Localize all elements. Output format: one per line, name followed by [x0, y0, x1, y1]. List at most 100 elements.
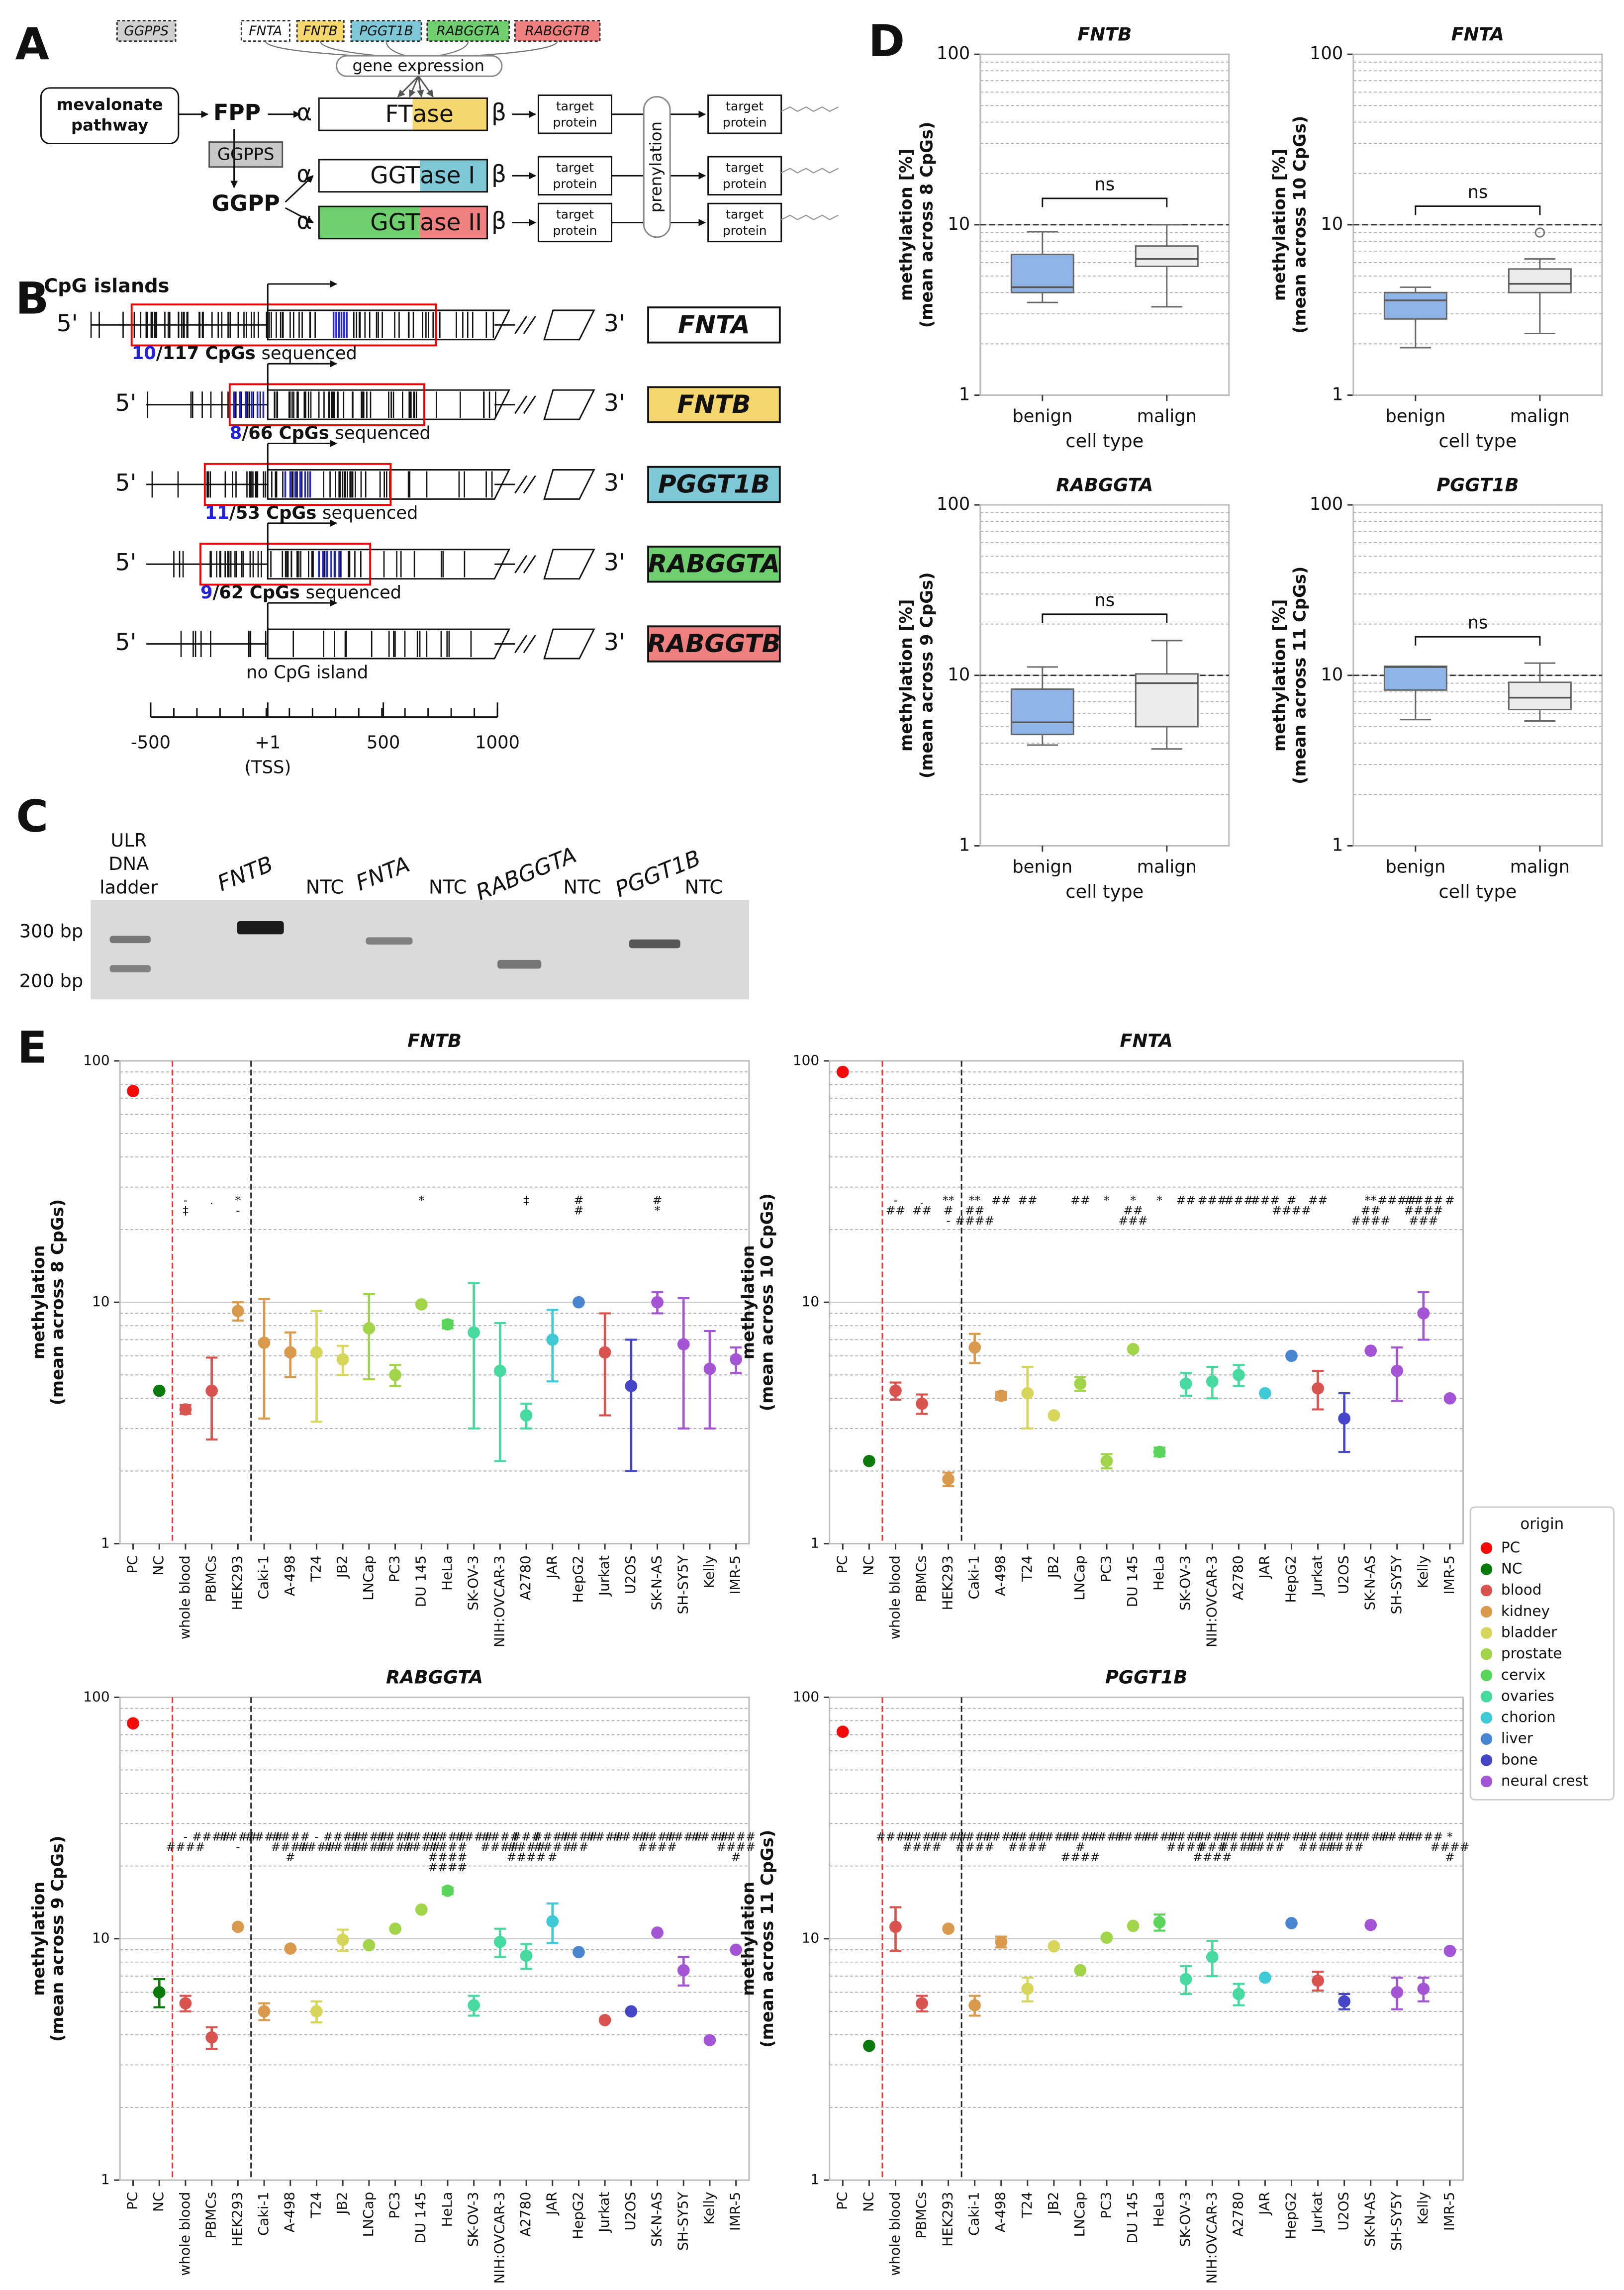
significance-label: ####: [245, 1829, 284, 1843]
significance-label: ####: [1008, 1840, 1047, 1854]
prenyl-chain: [781, 106, 839, 112]
x-tick-label: PC3: [1098, 1555, 1114, 1582]
significance-label: ####: [428, 1850, 468, 1864]
x-tick-label: NC: [860, 1555, 876, 1575]
point: [389, 1922, 401, 1935]
five-prime: 5': [115, 549, 137, 576]
target-label: protein: [553, 115, 597, 129]
break: [523, 315, 536, 334]
significance-label: *: [1447, 1829, 1453, 1843]
point: [179, 1403, 192, 1416]
significance-label: ##: [569, 1840, 588, 1854]
enzyme-label: ase II: [420, 209, 482, 236]
gene-label: FNTB: [677, 390, 751, 419]
significance-label: ####: [376, 1829, 415, 1843]
legend-label: bladder: [1501, 1623, 1557, 1640]
point: [1233, 1368, 1245, 1381]
mevalonate-box: [40, 87, 180, 145]
significance-bracket: [1042, 197, 1168, 207]
sequenced-total: /66 CpGs: [242, 423, 329, 443]
significance-label: ####: [955, 1840, 994, 1854]
y-tick-label: 1: [101, 2171, 110, 2188]
point: [942, 1473, 955, 1486]
x-tick-label: JAR: [1256, 1555, 1272, 1579]
point: [546, 1915, 559, 1928]
significance-label: ####: [480, 1840, 520, 1854]
gene-expression-label: gene expression: [352, 56, 484, 75]
significance-label: -: [236, 1203, 240, 1217]
gene-box: [296, 20, 345, 42]
panel-letter: C: [16, 791, 48, 842]
significance-bracket: [1042, 613, 1168, 623]
significance-label: ####: [664, 1829, 703, 1843]
significance-label: ####: [1166, 1829, 1206, 1843]
x-axis-label: cell type: [1438, 430, 1517, 452]
significance-label: ##: [1176, 1193, 1196, 1207]
significance-label: ns: [1094, 590, 1115, 610]
point: [1285, 1917, 1298, 1929]
legend-swatch: [1480, 1606, 1493, 1618]
prenylation-label: prenylation: [647, 121, 666, 212]
enzyme-part: [412, 98, 487, 131]
x-tick-label: A-498: [992, 1555, 1009, 1596]
gene-end: [543, 469, 595, 500]
y-axis-label: (mean across 10 CpGs): [758, 1193, 777, 1411]
y-tick-label: 1: [1332, 384, 1343, 405]
x-tick-label: PC3: [1098, 2192, 1114, 2219]
target-label: target: [556, 161, 594, 175]
break: [514, 555, 528, 573]
gene-body: [267, 549, 511, 580]
enzyme-part: [420, 159, 487, 192]
point: [1048, 1409, 1060, 1422]
x-tick-label: NIH:OVCAR-3: [491, 2192, 507, 2284]
x-tick-label: SK-N-AS: [649, 2192, 665, 2247]
gene-body: [267, 309, 511, 341]
point: [415, 1298, 428, 1311]
x-tick-label: T24: [307, 2192, 324, 2219]
significance-label: *: [418, 1193, 424, 1207]
significance-label: ###: [1119, 1214, 1148, 1228]
sequenced-word: sequenced: [322, 503, 418, 523]
y-tick-label: 100: [793, 1688, 819, 1705]
x-tick-label: Caki-1: [966, 2192, 982, 2236]
significance-label: ####: [402, 1829, 441, 1843]
x-tick-label: HeLa: [1150, 1555, 1167, 1591]
significance-label: -: [946, 1214, 951, 1228]
x-tick-label: HepG2: [1282, 2192, 1299, 2239]
y-tick-label: 100: [1310, 43, 1343, 64]
point: [598, 1346, 611, 1359]
plot-frame: [829, 1696, 1464, 2181]
point: [995, 1389, 1008, 1402]
legend-swatch: [1480, 1627, 1493, 1639]
point: [231, 1305, 244, 1318]
legend-swatch: [1480, 1563, 1493, 1575]
gene-label-box: [647, 306, 781, 344]
significance-label: ####: [428, 1860, 468, 1874]
x-tick-label: JB2: [334, 2192, 350, 2215]
beta-label: β: [491, 99, 506, 126]
x-tick-label: Kelly: [1415, 1555, 1431, 1588]
significance-label: #: [731, 1850, 741, 1864]
gel-band: [237, 921, 284, 935]
legend-label: ovaries: [1501, 1687, 1554, 1704]
gene-label: FNTA: [678, 310, 750, 339]
legend-title: origin: [1520, 1515, 1564, 1533]
point: [1338, 1995, 1350, 2008]
significance-label: **: [1365, 1193, 1377, 1207]
x-tick-label: SH-SY5Y: [674, 1555, 691, 1614]
point: [1021, 1387, 1034, 1400]
x-tick-label: NC: [150, 2192, 167, 2212]
point: [598, 2014, 611, 2026]
x-tick-label: LNCap: [1071, 2192, 1088, 2237]
x-tick-label: SK-OV-3: [465, 2192, 481, 2247]
significance-label: ‡: [523, 1193, 529, 1207]
significance-label: -: [236, 1840, 240, 1854]
break: [514, 315, 528, 334]
x-tick-label: NC: [150, 1555, 167, 1575]
gel: [91, 900, 750, 1000]
x-tick-label: U2OS: [1336, 2192, 1352, 2231]
x-tick-label: A2780: [517, 2192, 534, 2237]
gene-label: RABGGTA: [648, 550, 780, 578]
x-tick-label: whole blood: [886, 2192, 903, 2276]
gene-label: RABGGTB: [647, 629, 781, 658]
